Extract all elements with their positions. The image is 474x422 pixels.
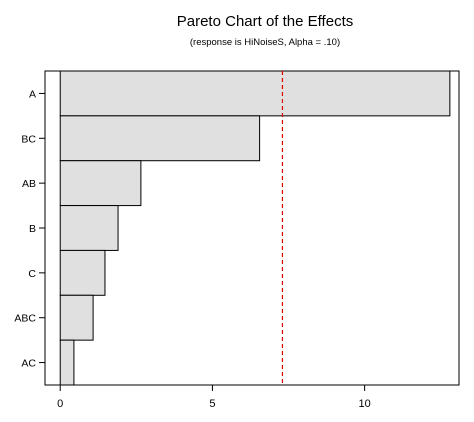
y-tick-label-b: B (29, 223, 36, 235)
chart-subtitle: (response is HiNoiseS, Alpha = .10) (190, 37, 340, 48)
bars-group (59, 70, 451, 386)
chart-title: Pareto Chart of the Effects (177, 13, 353, 30)
bar-ac (59, 339, 75, 386)
y-tick-label-bc: BC (21, 133, 36, 145)
bar-ab (59, 160, 142, 207)
y-tick-label-abc: ABC (14, 313, 36, 325)
x-axis: 0 5 10 (57, 385, 371, 410)
bar-c (59, 249, 106, 296)
x-tick-label-0: 0 (57, 398, 63, 410)
bar-b (59, 205, 119, 251)
bar-a (59, 70, 451, 117)
x-tick-label-10: 10 (359, 398, 371, 410)
y-tick-label-a: A (29, 88, 36, 100)
x-tick-label-5: 5 (209, 398, 215, 410)
y-tick-label-ac: AC (21, 358, 36, 370)
y-tick-label-ab: AB (22, 178, 36, 190)
bar-bc (59, 115, 261, 162)
y-tick-label-c: C (28, 268, 36, 280)
bar-abc (59, 294, 94, 341)
